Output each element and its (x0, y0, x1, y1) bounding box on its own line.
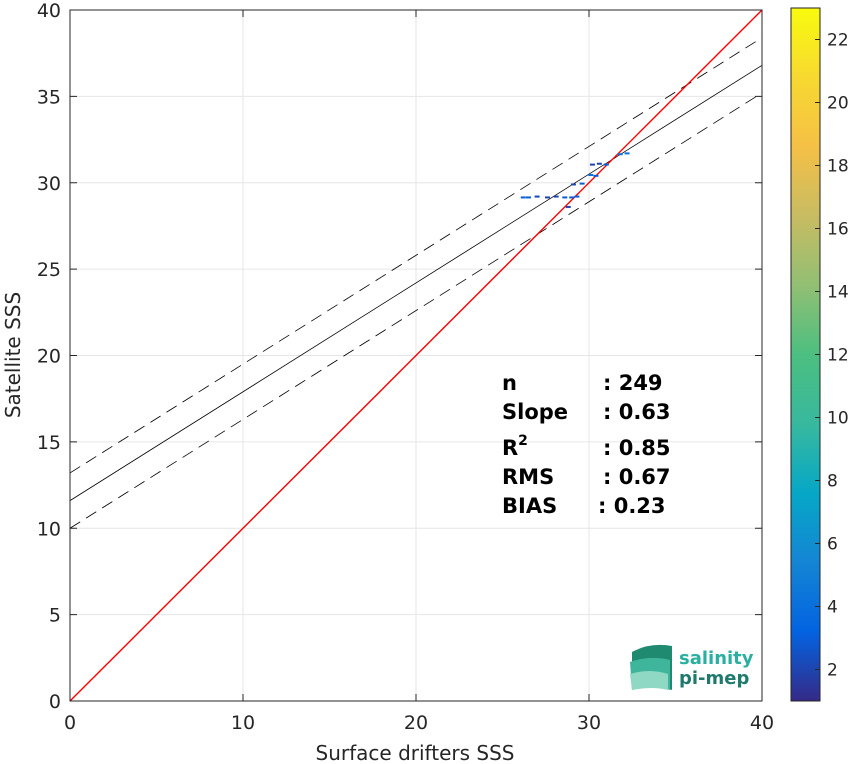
data-point (562, 196, 568, 199)
logo-text-salinity: salinity (679, 648, 754, 669)
x-tick-label: 10 (231, 712, 255, 734)
stat-value-rms: : 0.67 (603, 465, 671, 489)
x-tick-label: 0 (64, 712, 76, 734)
stat-value-r2: : 0.85 (603, 436, 671, 460)
wave-logo-icon (630, 644, 672, 690)
colorbar-tick-label: 16 (827, 220, 849, 240)
data-point (624, 152, 630, 155)
upper-confidence-line (69, 37, 763, 474)
y-tick-label: 10 (37, 518, 61, 540)
data-point (565, 205, 571, 208)
colorbar: 2 4 6 8 10 12 14 16 18 20 22 (790, 7, 849, 702)
colorbar-tick-label: 4 (827, 598, 838, 618)
colorbar-tick-label: 22 (827, 31, 849, 51)
y-tick-label: 20 (37, 346, 61, 368)
y-tick-label: 15 (37, 432, 61, 454)
x-tick-label: 40 (750, 712, 774, 734)
data-point (596, 162, 602, 165)
stats-box: n : 249 Slope : 0.63 R2 : 0.85 RMS : 0.6… (502, 371, 671, 518)
data-point (603, 163, 609, 166)
data-point (589, 163, 595, 166)
y-tick-label: 35 (37, 86, 61, 108)
y-tick-label: 5 (49, 605, 61, 627)
stat-label-bias: BIAS (502, 494, 557, 518)
data-point (534, 195, 540, 198)
colorbar-tick-label: 8 (827, 472, 838, 492)
colorbar-tick-label: 20 (827, 94, 849, 114)
x-axis-label: Surface drifters SSS (316, 741, 515, 764)
colorbar-tick-label: 12 (827, 346, 849, 366)
x-tick-label: 30 (577, 712, 601, 734)
axes-frame (69, 9, 763, 702)
stat-value-bias: : 0.23 (598, 494, 666, 518)
colorbar-tick-label: 10 (827, 409, 849, 429)
logo-text-pi-mep: pi-mep (679, 668, 749, 689)
data-point (525, 196, 531, 199)
y-tick-label: 40 (37, 0, 61, 22)
stat-label-n: n (502, 371, 517, 395)
colorbar-tick-label: 2 (827, 661, 838, 681)
data-point (544, 196, 550, 199)
stat-value-slope: : 0.63 (603, 400, 671, 424)
data-point (593, 174, 599, 177)
plot-area: 0 10 20 30 40 0 5 10 15 20 25 30 35 40 (37, 0, 774, 734)
stat-label-r2: R2 (502, 433, 528, 460)
data-point (520, 196, 526, 199)
y-tick-label: 30 (37, 173, 61, 195)
y-tick-label: 0 (49, 691, 61, 713)
colorbar-tick-label: 14 (827, 283, 849, 303)
data-point (553, 195, 559, 198)
y-tick-label: 25 (37, 259, 61, 281)
colorbar-tick-label: 18 (827, 157, 849, 177)
data-point (617, 153, 623, 156)
stat-label-slope: Slope (502, 400, 568, 424)
stat-value-n: : 249 (603, 371, 663, 395)
data-point (579, 182, 585, 185)
data-point (588, 173, 594, 176)
y-axis-label: Satellite SSS (1, 292, 25, 418)
data-point (574, 195, 580, 198)
data-point (570, 183, 576, 186)
data-point (569, 196, 575, 199)
stat-label-rms: RMS (502, 465, 554, 489)
salinity-pi-mep-logo: salinity pi-mep (630, 644, 754, 690)
x-tick-label: 20 (404, 712, 428, 734)
lower-confidence-line (69, 92, 763, 529)
regression-line (69, 64, 763, 501)
identity-line (69, 9, 763, 702)
colorbar-tick-label: 6 (827, 535, 838, 555)
